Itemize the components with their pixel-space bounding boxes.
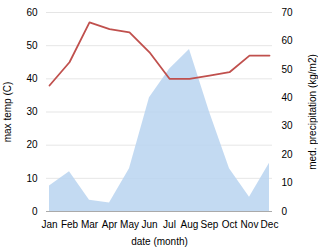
- svg-text:Jan: Jan: [41, 219, 57, 230]
- svg-text:May: May: [120, 219, 139, 230]
- svg-text:date (month): date (month): [131, 236, 188, 247]
- svg-text:Feb: Feb: [61, 219, 79, 230]
- svg-text:Mar: Mar: [81, 219, 99, 230]
- svg-text:30: 30: [282, 120, 294, 131]
- svg-text:50: 50: [282, 64, 294, 75]
- svg-text:50: 50: [26, 40, 38, 51]
- svg-text:40: 40: [282, 92, 294, 103]
- svg-text:Jun: Jun: [141, 219, 157, 230]
- svg-text:30: 30: [26, 106, 38, 117]
- svg-text:Sep: Sep: [201, 219, 219, 230]
- svg-text:Apr: Apr: [102, 219, 118, 230]
- svg-text:60: 60: [282, 35, 294, 46]
- svg-text:0: 0: [32, 206, 38, 217]
- svg-text:20: 20: [26, 139, 38, 150]
- svg-text:Nov: Nov: [241, 219, 259, 230]
- svg-text:60: 60: [26, 7, 38, 18]
- svg-text:10: 10: [26, 173, 38, 184]
- svg-text:70: 70: [282, 7, 294, 18]
- svg-text:0: 0: [282, 206, 288, 217]
- svg-text:max temp (C): max temp (C): [2, 82, 13, 143]
- svg-text:20: 20: [282, 149, 294, 160]
- svg-text:Oct: Oct: [222, 219, 238, 230]
- svg-text:Dec: Dec: [261, 219, 279, 230]
- svg-text:10: 10: [282, 177, 294, 188]
- svg-text:Jul: Jul: [163, 219, 176, 230]
- svg-text:40: 40: [26, 73, 38, 84]
- svg-text:Aug: Aug: [181, 219, 199, 230]
- svg-text:med. precipitation (kg/m2): med. precipitation (kg/m2): [307, 54, 318, 170]
